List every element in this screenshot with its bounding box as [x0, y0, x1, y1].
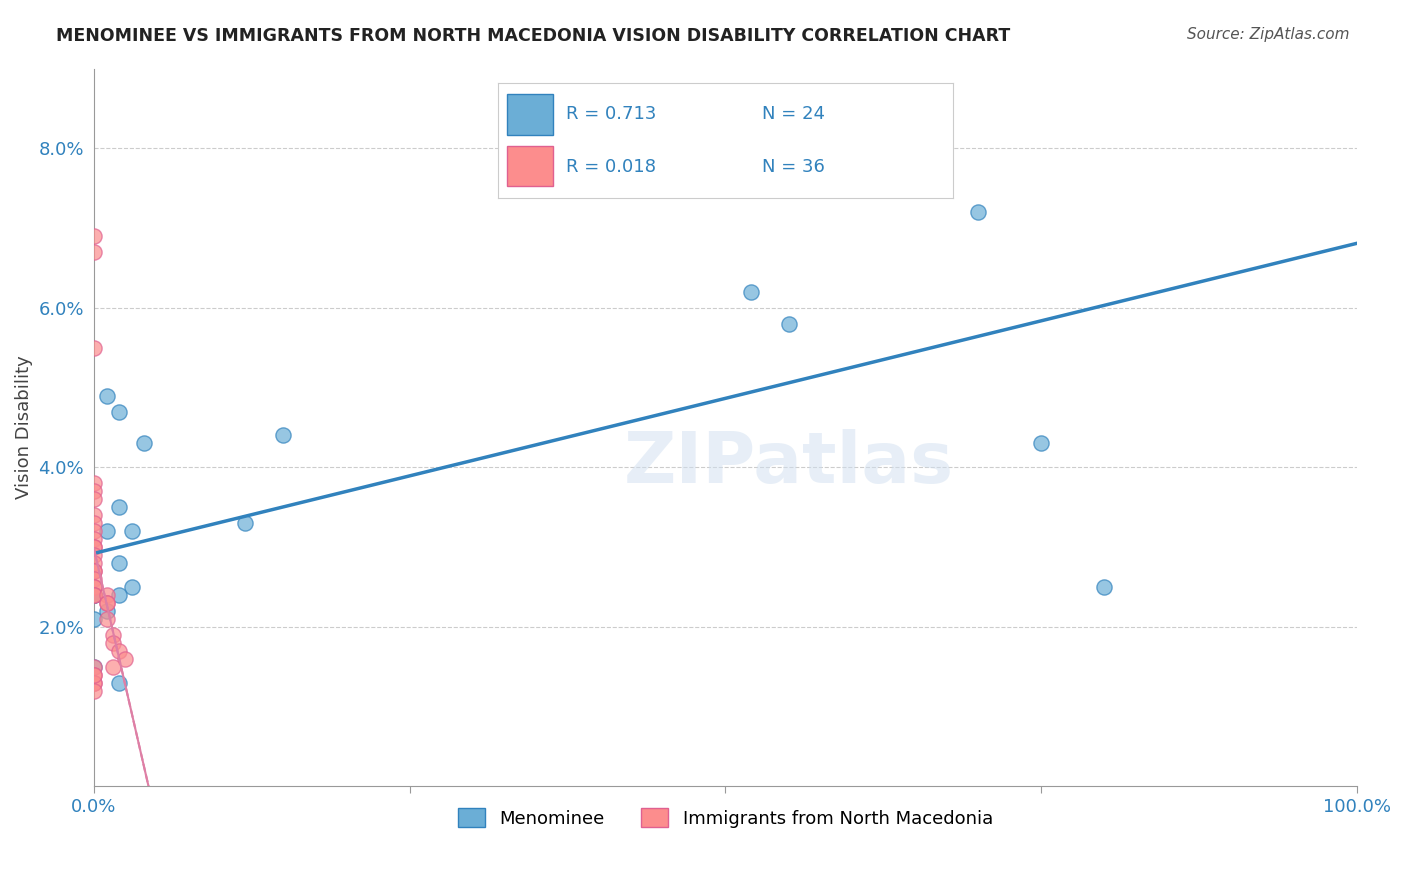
Point — [121, 524, 143, 539]
Point — [83, 564, 105, 578]
Point — [101, 628, 124, 642]
Text: ZIPatlas: ZIPatlas — [623, 429, 953, 498]
Point — [96, 596, 118, 610]
Point — [83, 492, 105, 507]
Y-axis label: Vision Disability: Vision Disability — [15, 356, 32, 500]
Point — [83, 484, 105, 499]
Point — [101, 636, 124, 650]
Point — [83, 580, 105, 594]
Point — [114, 652, 136, 666]
Text: Source: ZipAtlas.com: Source: ZipAtlas.com — [1187, 27, 1350, 42]
Point — [108, 500, 131, 515]
Point — [83, 245, 105, 260]
Legend: Menominee, Immigrants from North Macedonia: Menominee, Immigrants from North Macedon… — [451, 801, 1000, 835]
Point — [967, 205, 990, 219]
Point — [83, 675, 105, 690]
Point — [83, 588, 105, 602]
Point — [83, 341, 105, 355]
Point — [108, 644, 131, 658]
Point — [83, 508, 105, 523]
Point — [83, 588, 105, 602]
Point — [83, 660, 105, 674]
Point — [121, 580, 143, 594]
Point — [83, 683, 105, 698]
Point — [904, 141, 927, 155]
Point — [101, 660, 124, 674]
Point — [83, 532, 105, 546]
Point — [108, 404, 131, 418]
Point — [83, 548, 105, 562]
Point — [96, 588, 118, 602]
Point — [83, 588, 105, 602]
Point — [83, 476, 105, 491]
Point — [83, 675, 105, 690]
Point — [83, 667, 105, 681]
Point — [83, 588, 105, 602]
Point — [96, 612, 118, 626]
Point — [83, 667, 105, 681]
Point — [96, 388, 118, 402]
Text: MENOMINEE VS IMMIGRANTS FROM NORTH MACEDONIA VISION DISABILITY CORRELATION CHART: MENOMINEE VS IMMIGRANTS FROM NORTH MACED… — [56, 27, 1011, 45]
Point — [83, 556, 105, 570]
Point — [108, 675, 131, 690]
Point — [108, 556, 131, 570]
Point — [108, 588, 131, 602]
Point — [96, 596, 118, 610]
Point — [83, 572, 105, 586]
Point — [778, 317, 800, 331]
Point — [83, 564, 105, 578]
Point — [83, 588, 105, 602]
Point — [740, 285, 762, 299]
Point — [83, 540, 105, 554]
Point — [83, 229, 105, 244]
Point — [83, 612, 105, 626]
Point — [83, 660, 105, 674]
Point — [83, 516, 105, 531]
Point — [96, 604, 118, 618]
Point — [1031, 436, 1053, 450]
Point — [1092, 580, 1115, 594]
Point — [273, 428, 295, 442]
Point — [83, 524, 105, 539]
Point — [83, 580, 105, 594]
Point — [235, 516, 257, 531]
Point — [83, 540, 105, 554]
Point — [134, 436, 156, 450]
Point — [96, 524, 118, 539]
